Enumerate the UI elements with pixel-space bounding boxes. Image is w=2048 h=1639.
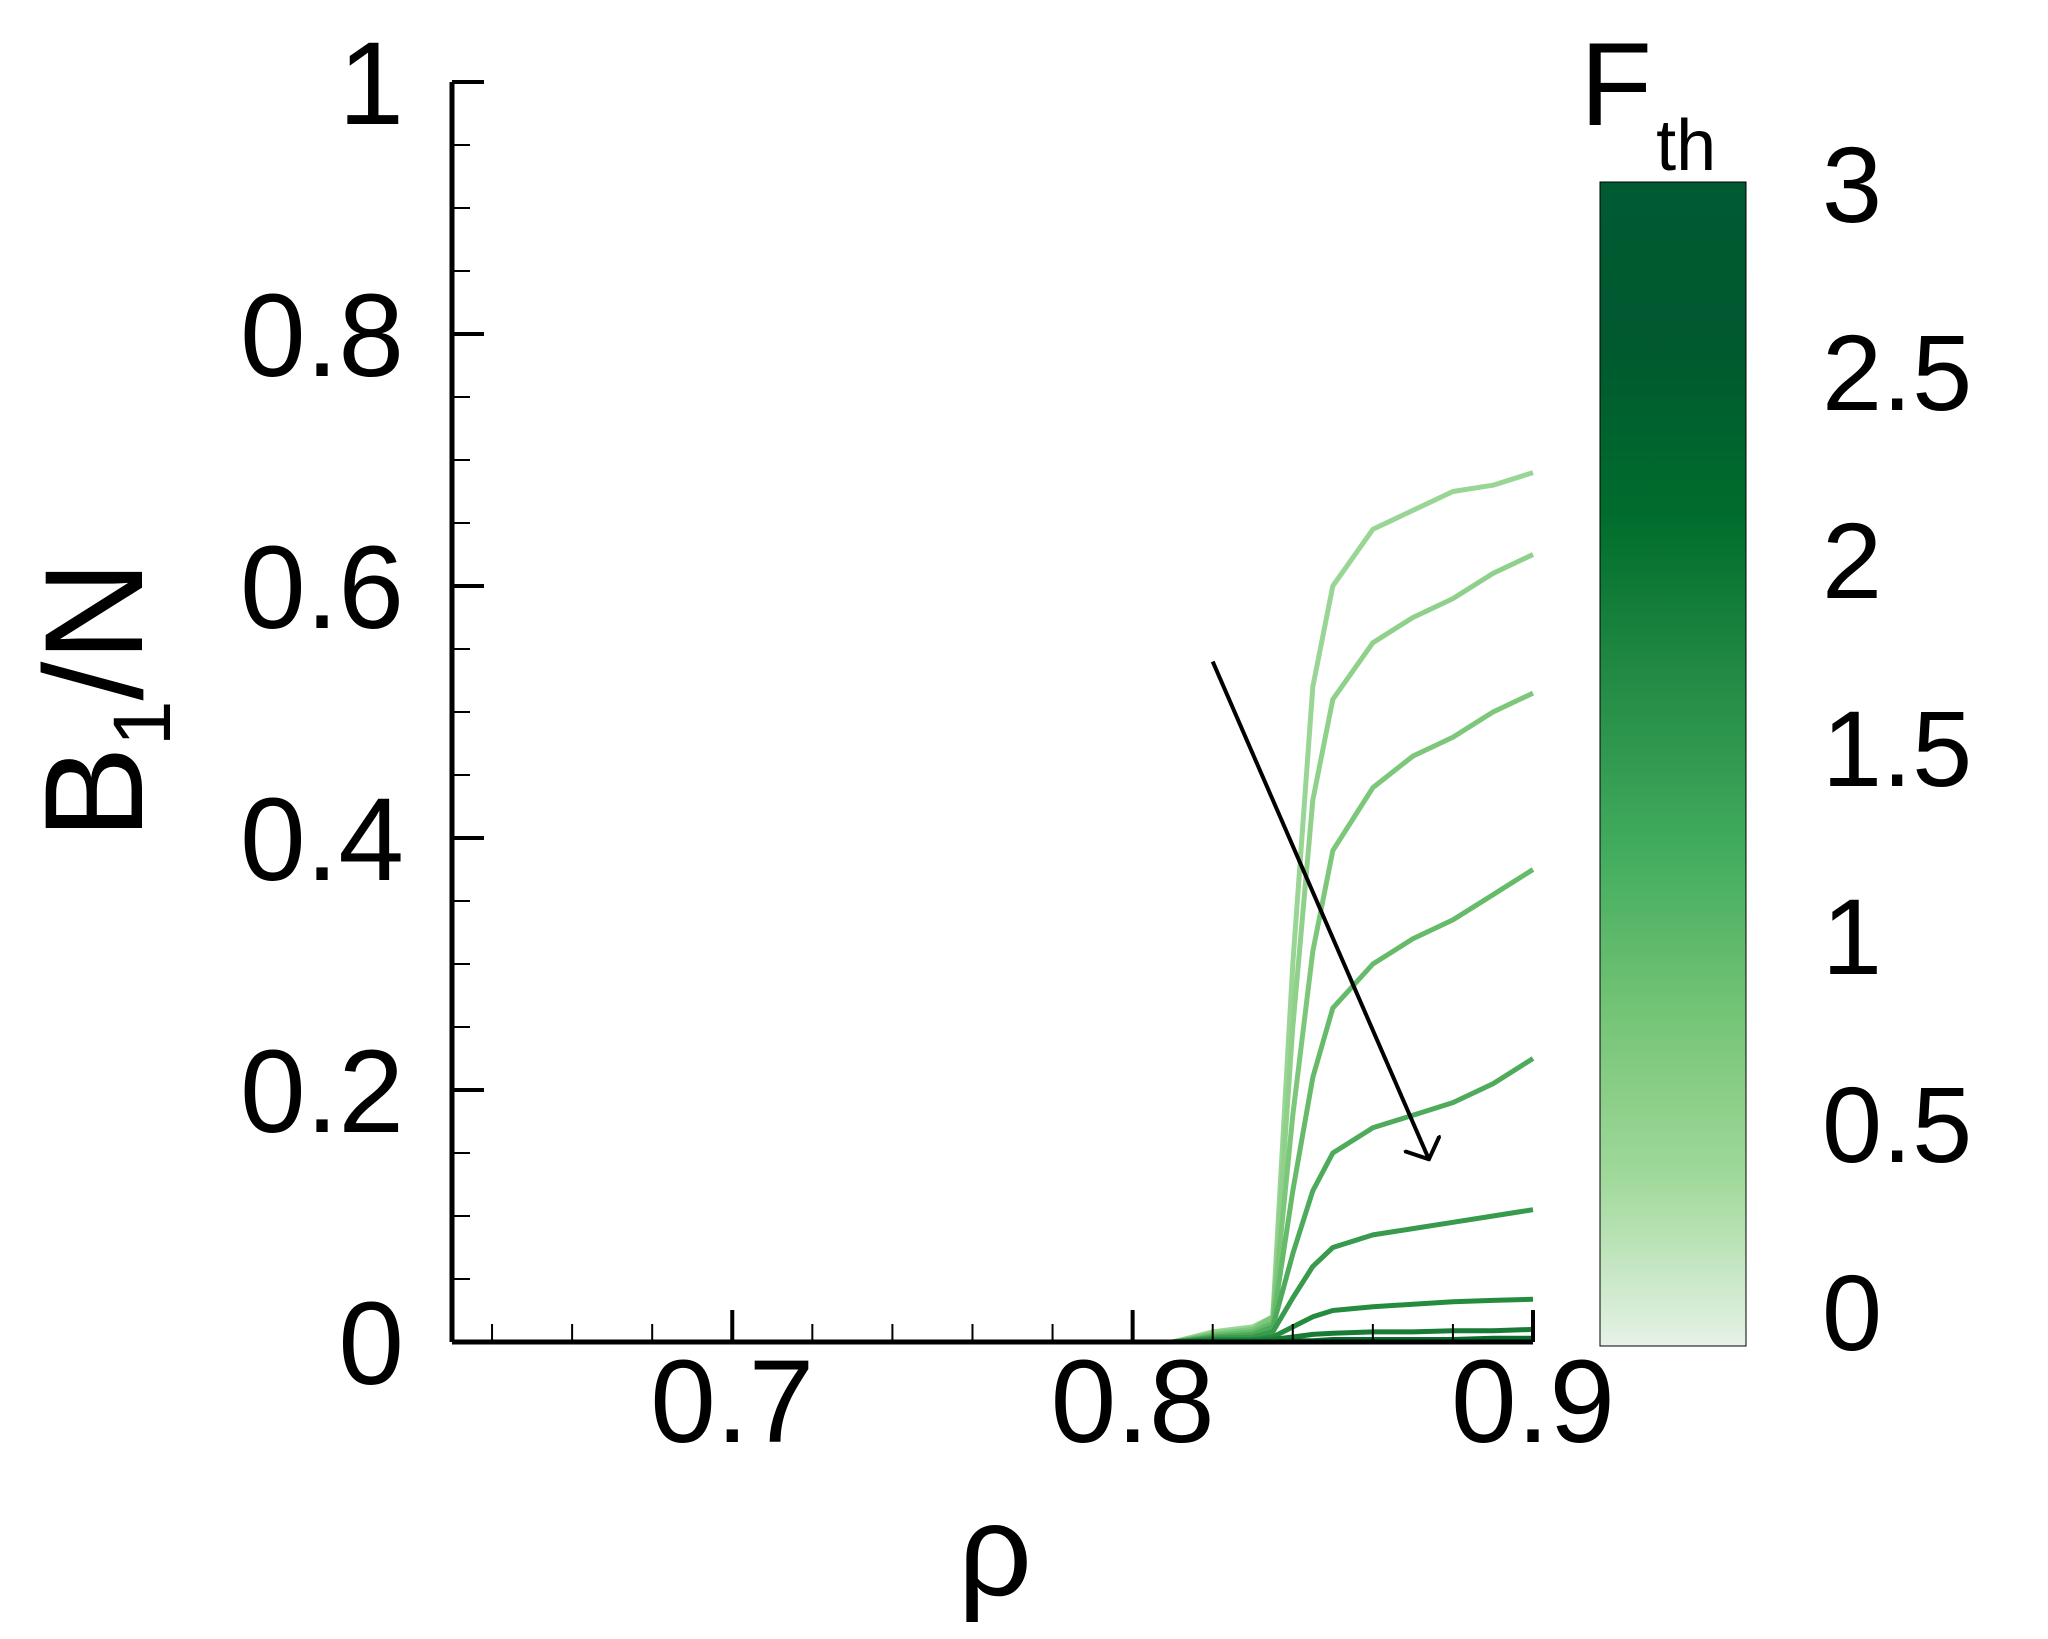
- axes: [449, 82, 1533, 1345]
- y-tick-label: 0.2: [240, 1026, 404, 1158]
- y-tick-label: 1: [338, 18, 404, 150]
- series-line-6: [1172, 1207, 1534, 1345]
- ticks: 0 0.2 0.4 0.6 0.8 1 0.7 0.8 0.9: [240, 18, 1615, 1468]
- x-tick-label: 0.8: [1051, 1336, 1215, 1468]
- colorbar-tick-label: 1: [1822, 876, 1882, 997]
- colorbar-tick-label: 3: [1822, 124, 1882, 245]
- y-tick-label: 0.6: [240, 522, 404, 654]
- series-layer: [1172, 470, 1535, 1345]
- series-line-1: [1172, 470, 1534, 1345]
- plot-area: 0 0.2 0.4 0.6 0.8 1 0.7 0.8 0.9: [240, 18, 1615, 1468]
- colorbar: 0 0.5 1 1.5 2 2.5 3 Fth: [1580, 19, 1972, 1373]
- y-axis-label: B1/N: [15, 561, 188, 840]
- series-line-3: [1172, 690, 1535, 1345]
- y-axis-label-subscript: 1: [97, 701, 188, 747]
- y-tick-label: 0.4: [240, 774, 404, 906]
- y-tick-label: 0: [338, 1278, 404, 1410]
- colorbar-gradient: [1599, 181, 1747, 1347]
- series-line-2: [1172, 552, 1535, 1345]
- y-axis-label-suffix: /N: [15, 561, 172, 701]
- colorbar-tick-label: 2: [1822, 500, 1882, 621]
- colorbar-title-base: F: [1580, 19, 1652, 151]
- colorbar-tick-label: 2.5: [1822, 312, 1972, 433]
- colorbar-title-subscript: th: [1656, 106, 1716, 186]
- x-axis-label: ρ: [958, 1477, 1032, 1623]
- svg-text:B1/N: B1/N: [15, 561, 188, 840]
- trend-arrow: [1210, 660, 1429, 1160]
- x-tick-label: 0.7: [650, 1336, 814, 1468]
- colorbar-tick-label: 0: [1822, 1252, 1882, 1373]
- y-tick-label: 0.8: [240, 270, 404, 402]
- y-axis-label-base: B: [15, 746, 172, 839]
- colorbar-ticks: 0 0.5 1 1.5 2 2.5 3: [1822, 124, 1972, 1373]
- series-line-4: [1172, 867, 1535, 1345]
- colorbar-tick-label: 1.5: [1822, 688, 1972, 809]
- x-tick-label: 0.9: [1451, 1336, 1615, 1468]
- colorbar-title: Fth: [1580, 19, 1716, 186]
- colorbar-tick-label: 0.5: [1822, 1064, 1972, 1185]
